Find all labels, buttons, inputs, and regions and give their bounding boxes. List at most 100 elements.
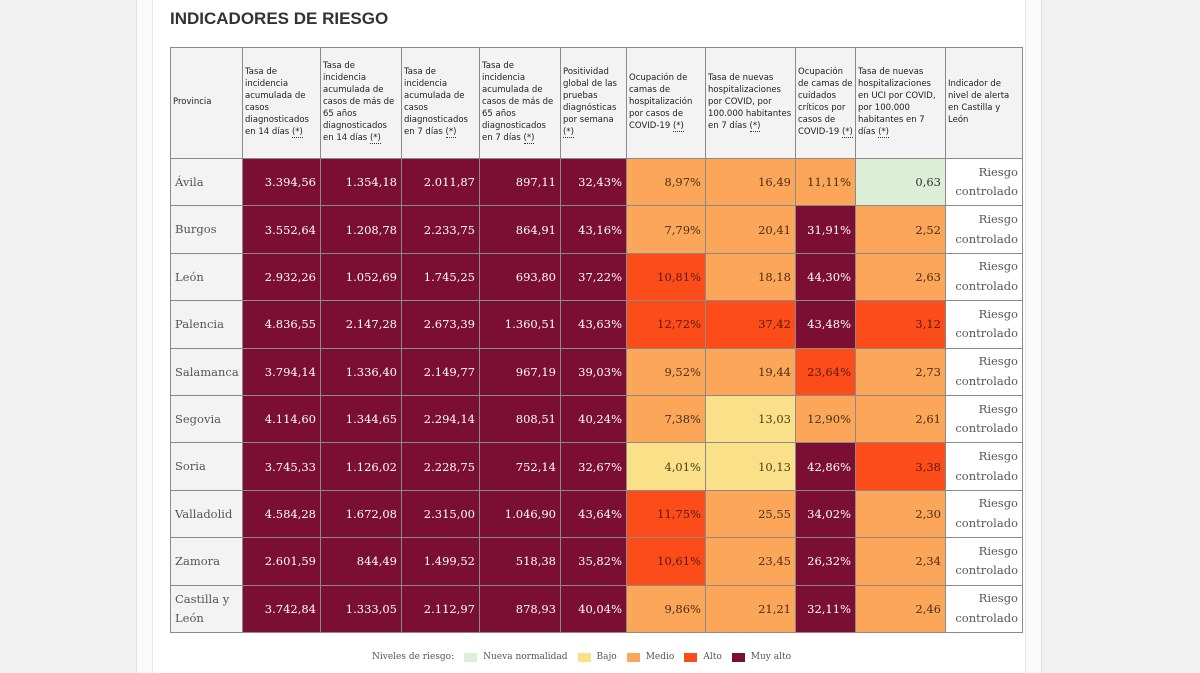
footnote-marker[interactable]: (*): [672, 120, 684, 132]
indicator-value-cell: 693,80: [479, 252, 561, 302]
indicator-value-cell: 35,82%: [560, 537, 627, 586]
footnote-marker[interactable]: (*): [749, 120, 761, 132]
table-row: Salamanca 3.794,14 1.336,40 2.149,77 967,19 3…: [170, 347, 1023, 396]
indicator-value-cell: 7,38%: [626, 394, 706, 444]
indicator-value-cell: 23,64%: [795, 347, 856, 396]
indicator-value-cell: 25,55: [705, 489, 796, 539]
column-header-text: Tasa de incidencia acumulada de casos di…: [404, 67, 468, 137]
column-header-4: Tasa de incidencia acumulada de casos de…: [479, 47, 561, 159]
indicator-value-cell: 2,34: [855, 537, 946, 586]
legend-item-label: Nueva normalidad: [483, 652, 568, 662]
indicator-value-cell: 26,32%: [795, 537, 856, 586]
indicator-value-cell: 12,90%: [795, 394, 856, 444]
indicator-value-cell: 9,52%: [626, 347, 706, 396]
indicator-value-cell: 44,30%: [795, 252, 856, 302]
indicator-value-cell: 43,64%: [560, 489, 627, 539]
province-cell: Burgos: [170, 205, 243, 254]
footnote-marker[interactable]: (*): [445, 126, 457, 138]
column-header-text: Tasa de incidencia acumulada de casos de…: [482, 61, 554, 143]
footnote-marker[interactable]: (*): [291, 126, 303, 138]
legend-swatch-alto: [684, 652, 698, 662]
indicator-value-cell: 4.114,60: [242, 394, 321, 444]
indicator-value-cell: 1.052,69: [320, 252, 402, 302]
indicator-value-cell: 39,03%: [560, 347, 627, 396]
indicator-value-cell: 8,97%: [626, 157, 706, 207]
indicator-value-cell: 808,51: [479, 394, 561, 444]
indicator-value-cell: 40,24%: [560, 394, 627, 444]
indicator-value-cell: 1.336,40: [320, 347, 402, 396]
table-row: Palencia 4.836,55 2.147,28 2.673,39 1.360,51…: [170, 300, 1023, 349]
column-header-6: Ocupación de camas de hospitalización po…: [626, 47, 706, 159]
indicator-value-cell: 3.794,14: [242, 347, 321, 396]
indicator-value-cell: 2.147,28: [320, 300, 402, 349]
indicator-value-cell: 1.745,25: [401, 252, 480, 302]
indicator-value-cell: 2.673,39: [401, 300, 480, 349]
indicator-value-cell: 2.233,75: [401, 205, 480, 254]
province-cell: Segovia: [170, 394, 243, 444]
indicator-value-cell: 42,86%: [795, 442, 856, 491]
indicator-value-cell: 752,14: [479, 442, 561, 491]
legend-label: Niveles de riesgo:: [372, 652, 455, 662]
indicator-value-cell: 3.552,64: [242, 205, 321, 254]
indicator-value-cell: 878,93: [479, 584, 561, 633]
footnote-marker[interactable]: (*): [369, 132, 381, 144]
indicator-value-cell: 43,16%: [560, 205, 627, 254]
indicator-value-cell: 4.836,55: [242, 300, 321, 349]
indicator-value-cell: 37,22%: [560, 252, 627, 302]
table-header-row: Provincia Tasa de incidencia acumulada de…: [170, 47, 1023, 159]
column-header-1: Tasa de incidencia acumulada de casos di…: [242, 47, 321, 159]
footnote-marker[interactable]: (*): [563, 126, 574, 138]
indicator-value-cell: 1.360,51: [479, 300, 561, 349]
indicator-value-cell: 2,46: [855, 584, 946, 633]
table-row: Ávila 3.394,56 1.354,18 2.011,87 897,11 32,43…: [170, 157, 1023, 207]
alert-level-cell: Riesgo controlado: [945, 394, 1023, 444]
indicator-value-cell: 1.344,65: [320, 394, 402, 444]
indicator-value-cell: 2.315,00: [401, 489, 480, 539]
footnote-marker[interactable]: (*): [523, 132, 535, 144]
column-header-text: Tasa de incidencia acumulada de casos di…: [245, 67, 309, 137]
column-header-0: Provincia: [170, 47, 243, 159]
indicator-value-cell: 37,42: [705, 300, 796, 349]
column-header-text: Tasa de nuevas hospitalizaciones en UCI …: [858, 67, 936, 137]
legend-swatch-bajo: [577, 652, 591, 662]
indicator-value-cell: 31,91%: [795, 205, 856, 254]
indicator-value-cell: 2,61: [855, 394, 946, 444]
indicator-value-cell: 0,63: [855, 157, 946, 207]
indicator-value-cell: 32,11%: [795, 584, 856, 633]
column-header-7: Tasa de nuevas hospitalizaciones por COV…: [705, 47, 796, 159]
indicator-value-cell: 3,12: [855, 300, 946, 349]
footnote-marker[interactable]: (*): [878, 126, 889, 138]
indicator-value-cell: 20,41: [705, 205, 796, 254]
indicator-value-cell: 897,11: [479, 157, 561, 207]
indicator-value-cell: 2,63: [855, 252, 946, 302]
column-header-text: Ocupación de camas de hospitalización po…: [629, 73, 693, 131]
indicator-value-cell: 1.046,90: [479, 489, 561, 539]
indicator-value-cell: 3.394,56: [242, 157, 321, 207]
risk-legend: Niveles de riesgo: Nueva normalidad Bajo M…: [372, 650, 791, 664]
indicator-value-cell: 4.584,28: [242, 489, 321, 539]
table-row: Burgos 3.552,64 1.208,78 2.233,75 864,91 43,1…: [170, 205, 1023, 254]
indicator-value-cell: 10,61%: [626, 537, 706, 586]
column-header-text: Provincia: [173, 97, 212, 108]
column-header-text: Tasa de nuevas hospitalizaciones por COV…: [708, 73, 792, 131]
indicator-value-cell: 34,02%: [795, 489, 856, 539]
alert-level-cell: Riesgo controlado: [945, 157, 1023, 207]
indicator-value-cell: 40,04%: [560, 584, 627, 633]
alert-level-cell: Riesgo controlado: [945, 205, 1023, 254]
column-header-text: Positividad global de las pruebas diagnó…: [563, 67, 617, 125]
indicator-value-cell: 1.126,02: [320, 442, 402, 491]
indicator-value-cell: 4,01%: [626, 442, 706, 491]
column-header-3: Tasa de incidencia acumulada de casos di…: [401, 47, 480, 159]
indicator-value-cell: 32,67%: [560, 442, 627, 491]
table-body: Ávila 3.394,56 1.354,18 2.011,87 897,11 32,43…: [170, 157, 1023, 633]
indicator-value-cell: 3.742,84: [242, 584, 321, 633]
legend-item-label: Muy alto: [750, 652, 791, 662]
indicator-value-cell: 1.672,08: [320, 489, 402, 539]
alert-level-cell: Riesgo controlado: [945, 252, 1023, 302]
alert-level-cell: Riesgo controlado: [945, 347, 1023, 396]
footnote-marker[interactable]: (*): [841, 126, 853, 138]
indicator-value-cell: 1.354,18: [320, 157, 402, 207]
table-row: Segovia 4.114,60 1.344,65 2.294,14 808,51 40,…: [170, 394, 1023, 444]
alert-level-cell: Riesgo controlado: [945, 584, 1023, 633]
column-header-9: Tasa de nuevas hospitalizaciones en UCI …: [855, 47, 946, 159]
